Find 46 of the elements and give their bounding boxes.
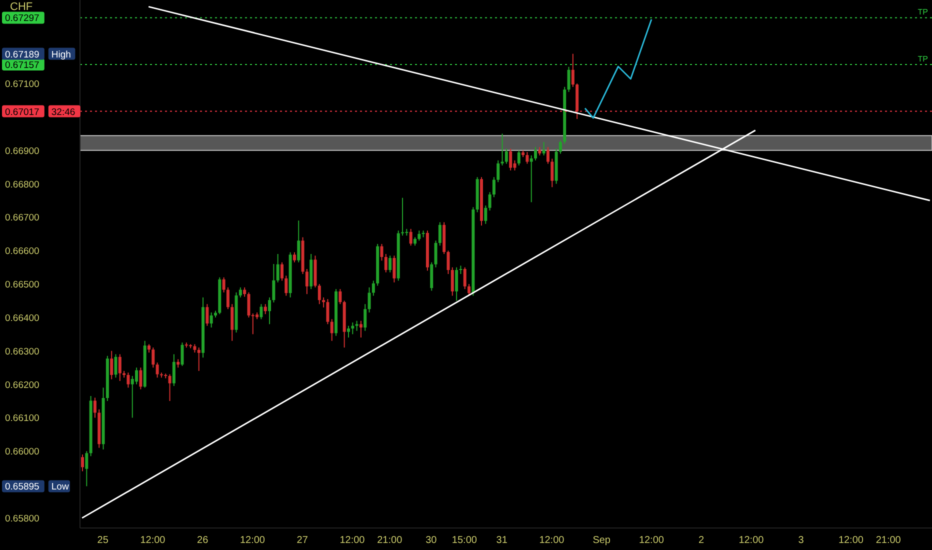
- x-tick-label: 26: [197, 535, 209, 546]
- x-tick-label: 21:00: [876, 535, 902, 546]
- x-tick-label: 12:00: [340, 535, 366, 546]
- ref-line-label: TP: [918, 8, 928, 17]
- y-tick-label: 0.66100: [5, 413, 40, 424]
- text: 32:46: [51, 106, 76, 118]
- x-tick-label: 12:00: [738, 535, 764, 546]
- y-tick-label: 0.67017: [5, 106, 40, 118]
- x-tick-label: 31: [496, 535, 508, 546]
- y-tick-label: 0.65895: [5, 482, 40, 493]
- y-tick-label: 0.67297: [5, 13, 40, 24]
- y-tick-label: 0.66500: [5, 280, 40, 291]
- y-tick-label: 0.66600: [5, 246, 40, 258]
- x-tick-label: 12:00: [140, 535, 166, 546]
- y-tick-label: 0.66900: [5, 146, 40, 157]
- x-tick-label: 12:00: [539, 535, 565, 546]
- x-tick-label: 3: [798, 535, 804, 546]
- y-tick-label: 0.66200: [5, 380, 40, 391]
- candlestick: [401, 198, 404, 236]
- candlestick: [459, 266, 462, 274]
- candlestick: [500, 134, 504, 166]
- x-tick-label: 12:00: [638, 535, 664, 546]
- x-tick-label: 30: [426, 535, 438, 546]
- y-tick-label: 0.66800: [5, 179, 40, 190]
- y-tick-label: 0.66400: [5, 312, 40, 324]
- text: Low: [51, 482, 69, 493]
- x-tick-label: 12:00: [838, 535, 864, 546]
- x-tick-label: 25: [97, 535, 109, 546]
- y-tick-label: 0.66000: [5, 446, 40, 458]
- y-tick-label: 0.67189: [5, 49, 40, 60]
- y-tick-label: 0.66700: [5, 212, 40, 224]
- x-tick-label: 27: [296, 535, 308, 546]
- x-tick-label: 12:00: [240, 535, 266, 546]
- candlestick: [530, 155, 533, 202]
- y-tick-label: 0.65800: [5, 513, 40, 524]
- line-series: [584, 18, 652, 119]
- y-tick-label: 0.67100: [5, 79, 40, 90]
- y-tick-label: 0.67157: [5, 60, 40, 71]
- x-tick-label: 15:00: [452, 535, 478, 546]
- text: CHF: [10, 1, 33, 13]
- y-tick-label: 0.66300: [5, 346, 40, 358]
- x-tick-label: 21:00: [377, 535, 403, 546]
- x-tick-label: Sep: [592, 535, 611, 546]
- text: High: [51, 49, 71, 60]
- x-tick-label: 2: [698, 535, 705, 546]
- ref-line-label: TP: [918, 54, 928, 64]
